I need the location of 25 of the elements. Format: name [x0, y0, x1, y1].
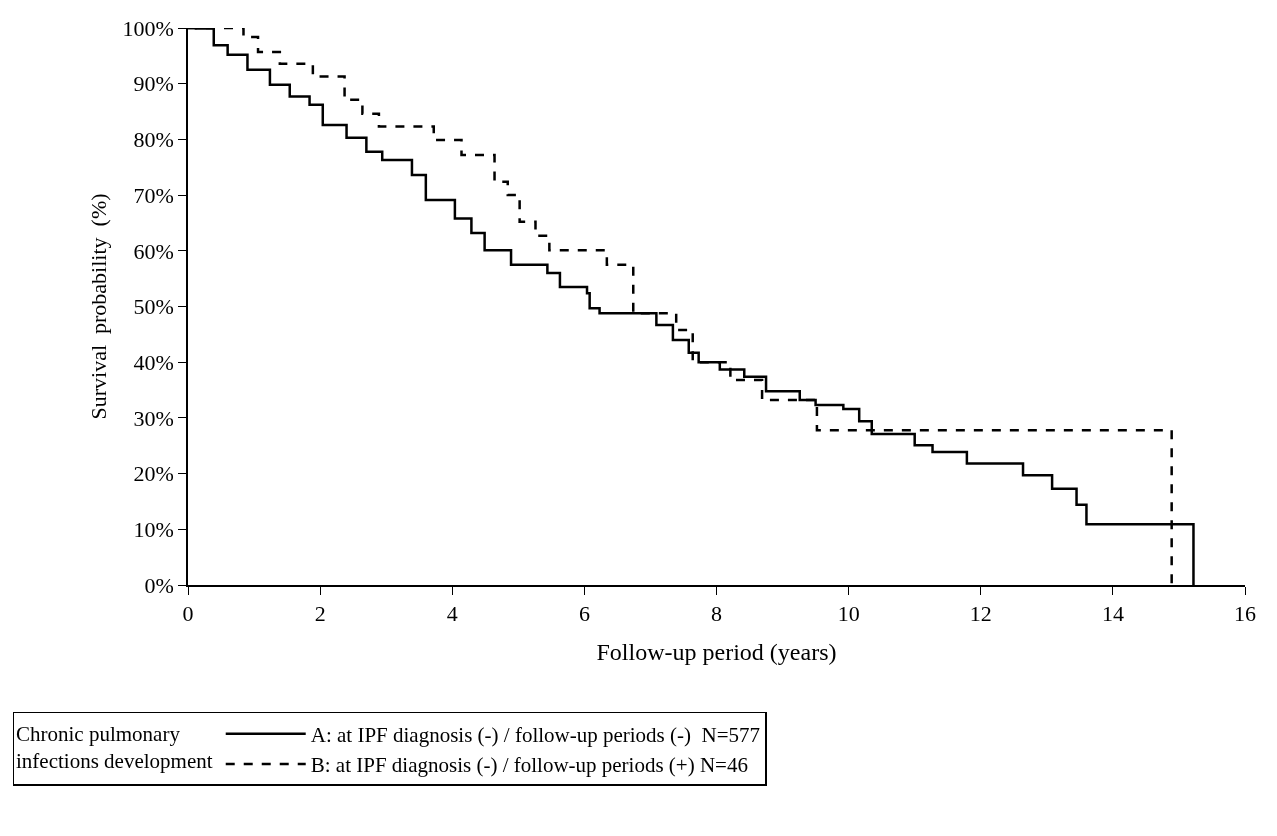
x-tick-label: 12	[969, 601, 992, 627]
y-tick-label: 0%	[144, 572, 174, 598]
x-tick-label: 4	[446, 601, 458, 627]
y-tick-label: 80%	[133, 127, 174, 153]
x-axis-title: Follow-up period (years)	[596, 638, 837, 665]
y-tick-label: 30%	[133, 405, 174, 431]
x-tick-label: 16	[1234, 601, 1256, 627]
y-axis-title: Survival probability (%)	[85, 193, 111, 420]
x-tick-label: 14	[1101, 601, 1124, 627]
x-tick-label: 2	[314, 601, 326, 627]
y-tick-label: 40%	[133, 349, 174, 375]
legend-label: B: at IPF diagnosis (-) / follow-up periods (+) N=46	[310, 753, 748, 778]
x-tick-label: 6	[578, 601, 590, 627]
x-tick-label: 0	[182, 601, 194, 627]
y-tick-label: 70%	[133, 182, 174, 208]
legend-label: A: at IPF diagnosis (-) / follow-up periods (-) N=577	[310, 722, 761, 747]
y-tick-label: 20%	[133, 461, 174, 487]
legend-title: Chronic pulmonary infections development	[16, 721, 213, 774]
y-tick-label: 10%	[133, 517, 174, 542]
y-tick-label: 50%	[133, 294, 174, 320]
y-tick-label: 60%	[133, 238, 174, 264]
x-tick-label: 8	[711, 601, 722, 627]
x-tick-label: 10	[837, 601, 860, 627]
y-tick-label: 90%	[133, 71, 174, 97]
y-tick-label: 100%	[122, 15, 174, 41]
